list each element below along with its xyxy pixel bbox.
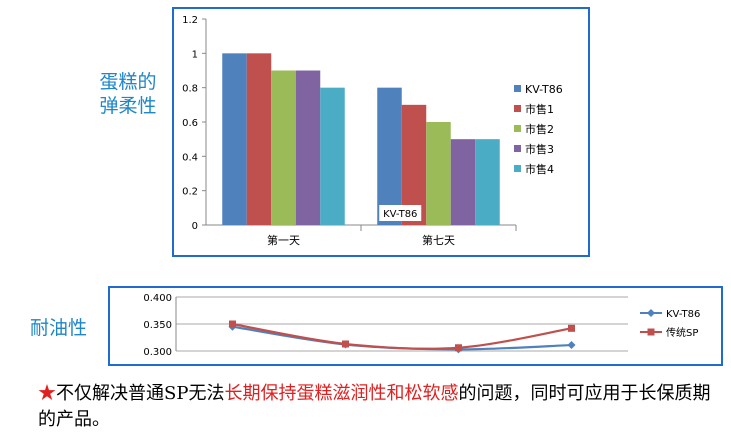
bar bbox=[401, 104, 427, 225]
y-tick-label: 0.300 bbox=[143, 347, 172, 358]
elasticity-chart: 0 0.2 0.4 0.6 0.8 1 1.2 第一天 第七天 KV-T86 KV-T86 市售1 市售… bbox=[172, 7, 590, 257]
legend-label: 市售4 bbox=[525, 162, 554, 176]
bar bbox=[377, 87, 402, 226]
y-tick-label: 1.2 bbox=[182, 15, 198, 26]
elasticity-label: 蛋糕的弹柔性 bbox=[99, 71, 157, 117]
legend-marker bbox=[647, 328, 655, 336]
y-tick-label: 0.6 bbox=[182, 118, 198, 129]
oil-resistance-label: 耐油性 bbox=[30, 317, 88, 339]
bar bbox=[475, 139, 500, 225]
y-tick-label: 0 bbox=[192, 221, 198, 232]
legend-swatch bbox=[514, 125, 521, 132]
y-tick-label: 0.350 bbox=[143, 320, 172, 331]
footnote-text-2: 的问题，同时可应用于长保质期的产品。 bbox=[38, 383, 711, 430]
bar bbox=[320, 87, 345, 226]
data-point bbox=[568, 324, 575, 332]
legend-label: 市售2 bbox=[525, 122, 554, 136]
footnote-highlight: 长期保持蛋糕滋润性和松软感 bbox=[224, 383, 459, 404]
y-tick-label: 0.4 bbox=[182, 152, 198, 163]
y-tick-label: 0.400 bbox=[143, 293, 172, 304]
legend-marker bbox=[647, 309, 655, 317]
x-tick-label: 第七天 bbox=[422, 233, 455, 247]
footnote: ★不仅解决普通SP无法长期保持蛋糕滋润性和松软感的问题，同时可应用于长保质期的产… bbox=[38, 381, 728, 433]
elasticity-bar-chart: 0 0.2 0.4 0.6 0.8 1 1.2 第一天 第七天 KV-T86 KV-T86 市售1 市售… bbox=[182, 15, 563, 247]
annotation-box bbox=[379, 205, 422, 221]
annotation-label: KV-T86 bbox=[383, 209, 417, 220]
x-tick-label: 第一天 bbox=[267, 233, 300, 247]
legend-swatch bbox=[514, 105, 521, 112]
y-tick-label: 1 bbox=[192, 49, 198, 60]
legend-label: KV-T86 bbox=[525, 83, 563, 96]
y-tick-label: 0.8 bbox=[182, 84, 198, 95]
data-point bbox=[229, 320, 236, 328]
legend-label: 传统SP bbox=[666, 326, 698, 339]
footnote-text-1: 不仅解决普通SP无法 bbox=[56, 383, 225, 404]
oil-resistance-line-chart: 0.300 0.350 0.400 KV-T86 传统SP bbox=[143, 293, 700, 358]
data-point bbox=[342, 340, 349, 348]
bar bbox=[271, 70, 296, 225]
bar bbox=[222, 53, 247, 226]
bar bbox=[426, 122, 451, 225]
legend-label: 市售3 bbox=[525, 142, 554, 156]
bar bbox=[246, 53, 272, 226]
legend-label: KV-T86 bbox=[666, 309, 700, 320]
bar bbox=[295, 70, 321, 225]
bar bbox=[450, 139, 476, 225]
data-point bbox=[567, 341, 576, 350]
legend-label: 市售1 bbox=[525, 102, 554, 116]
legend-swatch bbox=[514, 85, 521, 92]
legend-swatch bbox=[514, 145, 521, 152]
series-line bbox=[232, 322, 572, 350]
oil-resistance-chart: 0.300 0.350 0.400 KV-T86 传统SP bbox=[108, 286, 723, 366]
star-icon: ★ bbox=[38, 383, 56, 404]
y-tick-label: 0.2 bbox=[182, 187, 198, 198]
legend-swatch bbox=[514, 165, 521, 172]
data-point bbox=[455, 344, 462, 352]
